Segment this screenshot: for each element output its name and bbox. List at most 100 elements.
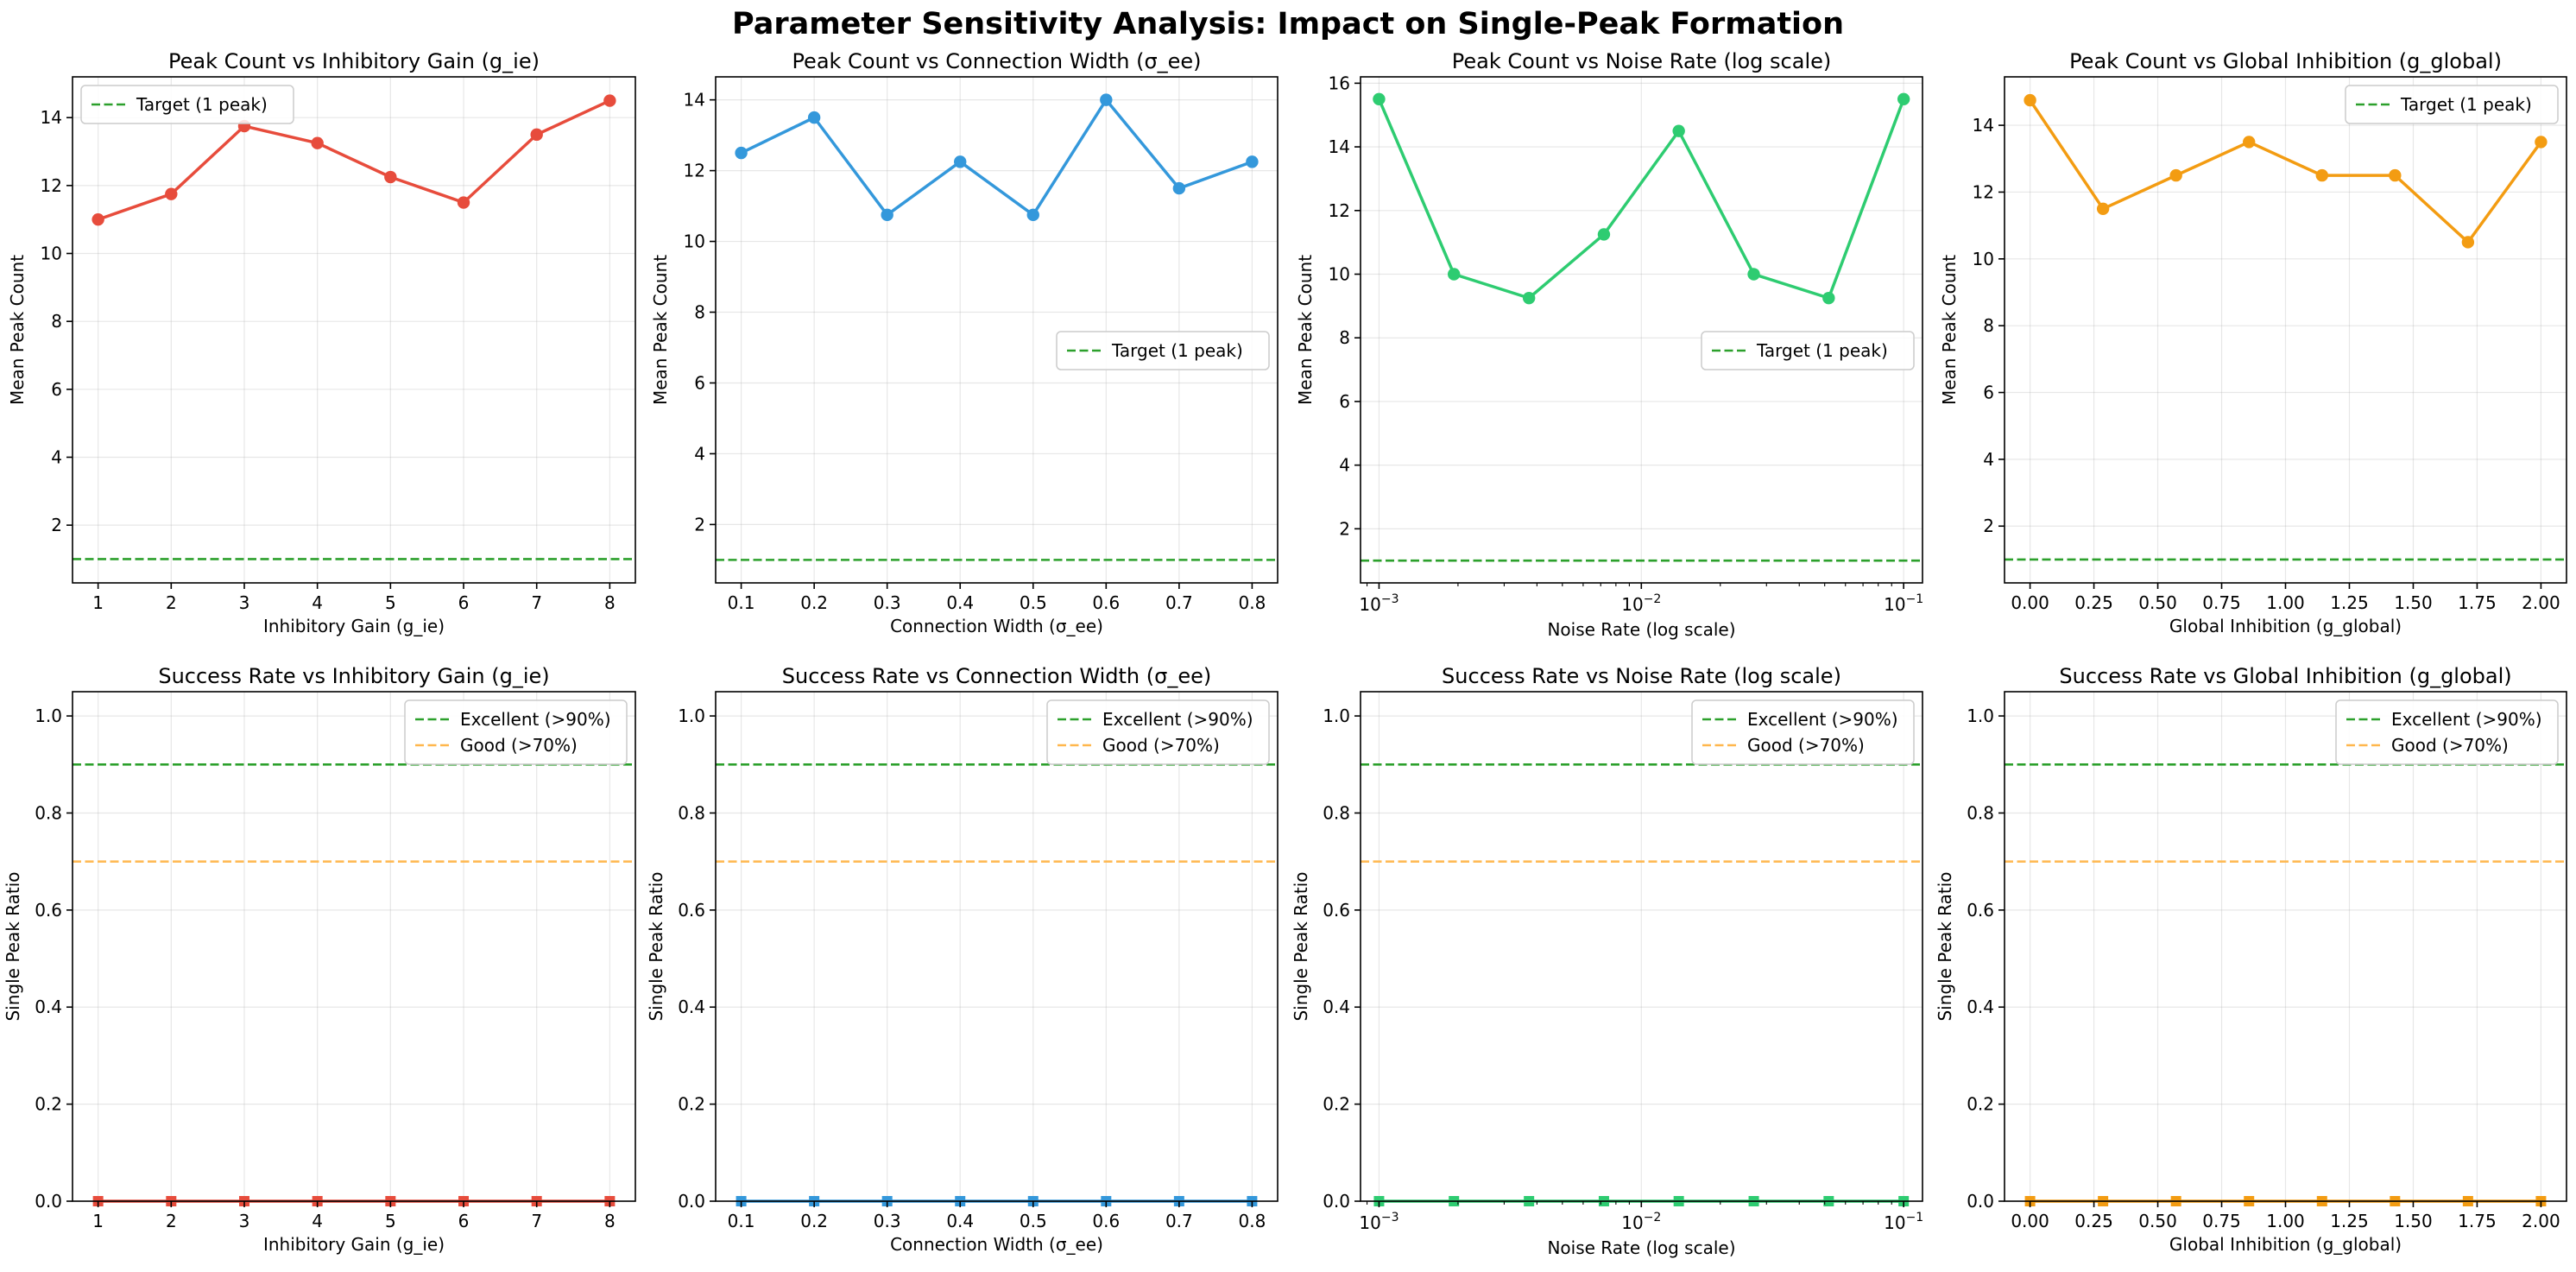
data-point (2243, 136, 2256, 149)
x-tick-label: 1.25 (2330, 1211, 2369, 1231)
data-point (2096, 202, 2110, 215)
x-tick-label: 8 (604, 1211, 616, 1231)
y-tick-label: 10 (1973, 249, 1994, 269)
y-ticks: 0.0 0.2 0.4 0.6 0.8 1.0 (35, 706, 73, 1212)
legend: Target (1 peak) (2345, 85, 2559, 124)
legend-frame (1691, 699, 1915, 765)
legend-frame (1056, 331, 1270, 370)
y-ticks: 2 4 6 8 10 12 14 (1973, 115, 2005, 536)
legend: Target (1 peak) (1056, 331, 1270, 370)
y-ticks: 0.0 0.2 0.4 0.6 0.8 1.0 (1323, 706, 1361, 1212)
data-point (2315, 168, 2328, 182)
x-ticks: 0.1 0.2 0.3 0.4 0.5 0.6 0.7 0.8 (728, 1201, 1266, 1231)
data-point (1597, 228, 1611, 241)
legend-label: Good (>70%) (1747, 735, 1865, 756)
series-line (98, 98, 611, 221)
y-tick-label: 1.0 (1323, 706, 1350, 726)
y-axis-label: Single Peak Ratio (1935, 871, 1955, 1021)
x-ticks: 10−3 10−2 10−1 (1359, 1201, 1923, 1233)
x-tick-label: 1.75 (2458, 592, 2497, 613)
y-tick-label: 0.6 (1323, 900, 1350, 921)
y-tick-label: 0.8 (1967, 802, 1994, 823)
x-ticks: 0.1 0.2 0.3 0.4 0.5 0.6 0.7 0.8 (728, 583, 1266, 613)
legend-label: Good (>70%) (460, 735, 578, 756)
data-point (1672, 124, 1685, 137)
data-point (1100, 93, 1113, 106)
y-tick-label: 8 (1983, 315, 1994, 336)
x-tick-label: 10−1 (1884, 592, 1923, 615)
subplot-title: Peak Count vs Connection Width (σ_ee) (792, 49, 1201, 73)
x-axis-label: Inhibitory Gain (g_ie) (263, 1234, 445, 1255)
y-tick-label: 1.0 (1967, 706, 1994, 726)
y-ticks: 2 4 6 8 10 12 14 (41, 107, 73, 535)
x-tick-label: 0.4 (946, 1211, 974, 1231)
x-tick-label: 0.8 (1239, 592, 1266, 613)
x-axis-label: Noise Rate (log scale) (1547, 619, 1735, 640)
subplot-7: 10−3 10−2 10−1 0.0 0.2 0.4 0.6 0.8 1.0 Success Ra… (1291, 664, 1923, 1258)
subplot-title: Success Rate vs Inhibitory Gain (g_ie) (158, 664, 549, 688)
axes-frame (72, 691, 636, 1202)
y-axis-label: Mean Peak Count (650, 255, 671, 405)
y-tick-label: 8 (694, 302, 705, 323)
legend: Excellent (>90%) Good (>70%) (1691, 699, 1915, 765)
data-point (92, 212, 104, 226)
x-tick-label: 0.3 (874, 592, 901, 613)
legend: Excellent (>90%) Good (>70%) (404, 699, 628, 765)
x-tick-label: 4 (312, 592, 323, 613)
data-point (2535, 136, 2548, 149)
data-point (2169, 168, 2182, 182)
x-tick-label: 5 (385, 1211, 396, 1231)
legend-label: Target (1 peak) (1111, 340, 1243, 361)
data-point (1747, 268, 1760, 281)
x-tick-label: 0.5 (1020, 1211, 1047, 1231)
y-tick-label: 14 (41, 107, 62, 128)
y-axis-label: Mean Peak Count (7, 255, 28, 405)
y-tick-label: 4 (694, 443, 705, 464)
y-axis-label: Single Peak Ratio (1291, 871, 1311, 1021)
y-tick-label: 0.2 (678, 1094, 705, 1115)
subplot-2: 0.1 0.2 0.3 0.4 0.5 0.6 0.7 0.8 2 4 6 8 10 12 14 Peak C… (650, 49, 1279, 636)
grid-lines (2005, 77, 2567, 583)
y-axis-label: Single Peak Ratio (646, 871, 666, 1021)
x-tick-label: 1.50 (2394, 1211, 2433, 1231)
legend-label: Target (1 peak) (2400, 94, 2532, 115)
x-tick-label: 10−3 (1359, 592, 1398, 615)
data-point (457, 196, 470, 209)
series-line (2029, 99, 2542, 244)
y-tick-label: 12 (684, 161, 705, 181)
y-tick-label: 4 (1339, 455, 1350, 476)
legend-label: Target (1 peak) (1756, 340, 1888, 361)
grid-lines (1361, 77, 1923, 583)
legend: Excellent (>90%) Good (>70%) (1046, 699, 1270, 765)
x-tick-label: 0.25 (2074, 1211, 2113, 1231)
y-tick-label: 6 (694, 372, 705, 393)
y-tick-label: 8 (51, 311, 62, 332)
x-tick-label: 1.00 (2266, 592, 2305, 613)
y-tick-label: 4 (1983, 449, 1994, 470)
subplot-title: Peak Count vs Noise Rate (log scale) (1452, 49, 1832, 73)
x-ticks: 0.00 0.25 0.50 0.75 1.00 1.25 1.50 1.75 2.00 (2011, 583, 2560, 613)
y-axis-label: Single Peak Ratio (3, 871, 23, 1021)
y-tick-label: 16 (1329, 73, 1350, 93)
y-tick-label: 10 (41, 244, 62, 264)
y-tick-label: 2 (1339, 518, 1350, 539)
y-tick-label: 2 (51, 515, 62, 535)
x-tick-label: 0.1 (728, 1211, 755, 1231)
x-tick-label: 2.00 (2522, 1211, 2560, 1231)
legend: Excellent (>90%) Good (>70%) (2335, 699, 2559, 765)
axes-frame (715, 76, 1279, 584)
y-tick-label: 14 (1973, 115, 1994, 136)
x-tick-label: 0.7 (1165, 1211, 1193, 1231)
x-axis-label: Connection Width (σ_ee) (890, 616, 1103, 636)
subplot-title: Peak Count vs Global Inhibition (g_globa… (2069, 49, 2502, 73)
subplot-4: 0.00 0.25 0.50 0.75 1.00 1.25 1.50 1.75 2.00 2 4 6 8… (1939, 49, 2567, 636)
x-tick-label: 0.2 (800, 1211, 828, 1231)
x-tick-label: 0.25 (2074, 592, 2113, 613)
legend-frame (80, 85, 294, 124)
y-tick-label: 14 (684, 90, 705, 111)
y-tick-label: 2 (694, 514, 705, 535)
y-ticks: 0.0 0.2 0.4 0.6 0.8 1.0 (1967, 706, 2005, 1212)
subplot-title: Success Rate vs Global Inhibition (g_glo… (2059, 664, 2511, 688)
